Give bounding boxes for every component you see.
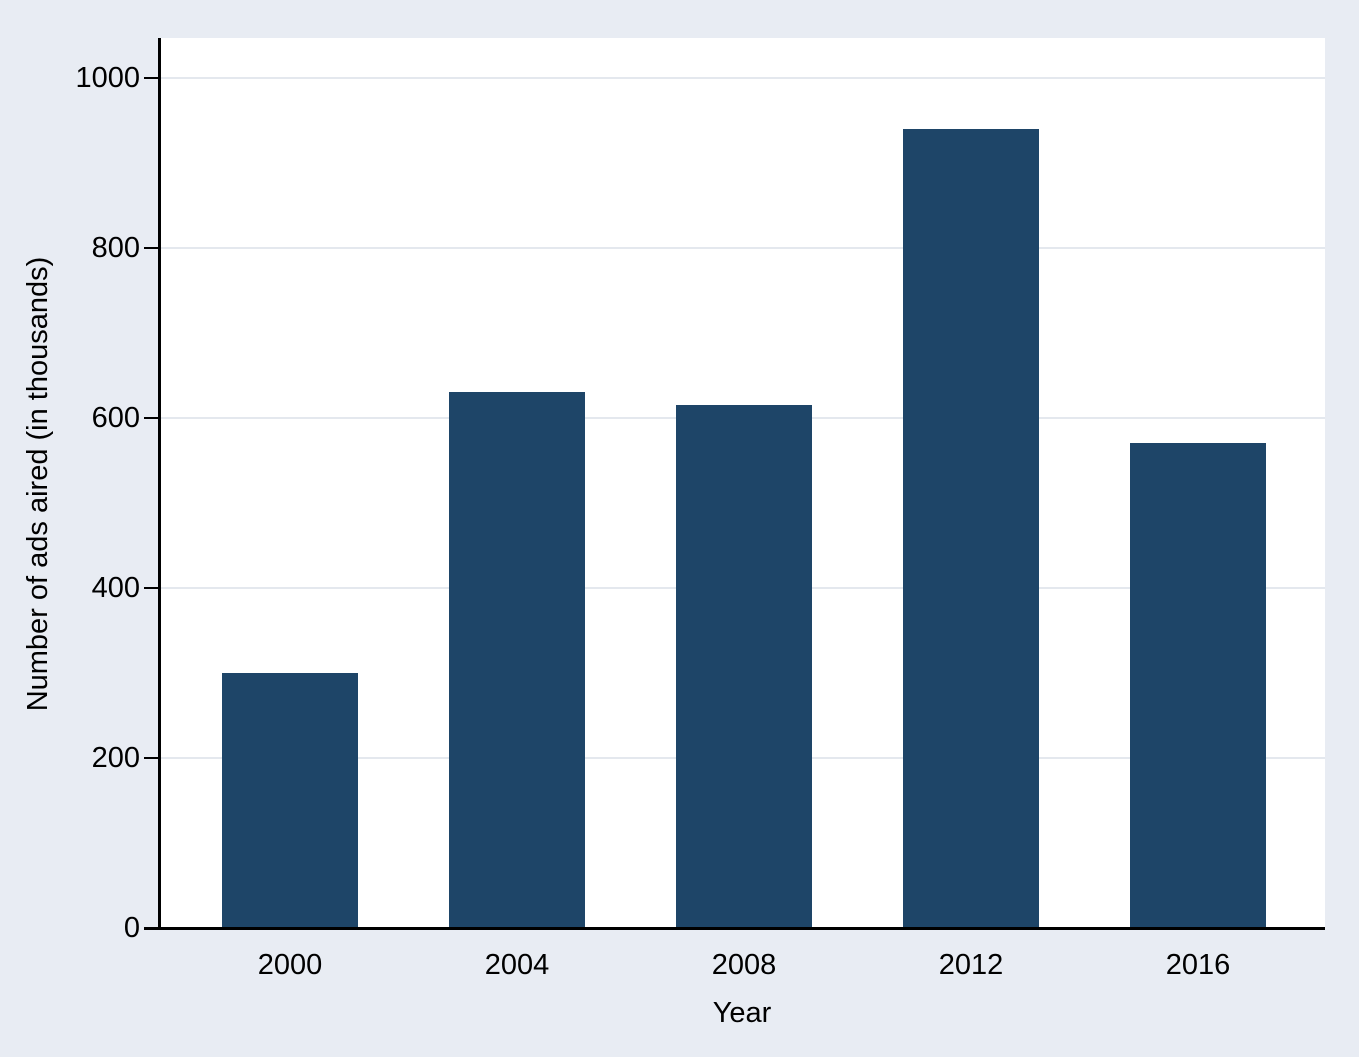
gridline-y-800 bbox=[161, 246, 1325, 249]
y-axis-line bbox=[158, 38, 161, 928]
y-tick-800 bbox=[144, 246, 158, 249]
y-tick-label-800: 800 bbox=[91, 231, 140, 264]
y-axis-title: Number of ads aired (in thousands) bbox=[22, 256, 54, 712]
y-tick-label-600: 600 bbox=[91, 401, 140, 434]
x-tick-label-2012: 2012 bbox=[938, 949, 1004, 981]
bar-2012 bbox=[903, 128, 1039, 928]
bar-2016 bbox=[1130, 443, 1266, 928]
y-tick-200 bbox=[144, 756, 158, 759]
x-tick-label-2004: 2004 bbox=[484, 949, 550, 981]
x-tick-label-2008: 2008 bbox=[711, 949, 777, 981]
y-tick-1000 bbox=[144, 76, 158, 79]
x-tick-label-2000: 2000 bbox=[257, 949, 323, 981]
y-tick-label-1000: 1000 bbox=[75, 61, 140, 94]
y-tick-600 bbox=[144, 416, 158, 419]
gridline-y-1000 bbox=[161, 76, 1325, 79]
x-tick-label-2016: 2016 bbox=[1165, 949, 1231, 981]
y-tick-label-400: 400 bbox=[91, 571, 140, 604]
bar-2008 bbox=[676, 405, 812, 928]
x-axis-title: Year bbox=[712, 997, 772, 1029]
bar-2000 bbox=[222, 672, 358, 928]
y-tick-label-200: 200 bbox=[91, 741, 140, 774]
y-tick-400 bbox=[144, 586, 158, 589]
y-tick-label-0: 0 bbox=[123, 912, 140, 944]
x-axis-line bbox=[144, 927, 1325, 930]
bar-2004 bbox=[449, 392, 585, 928]
